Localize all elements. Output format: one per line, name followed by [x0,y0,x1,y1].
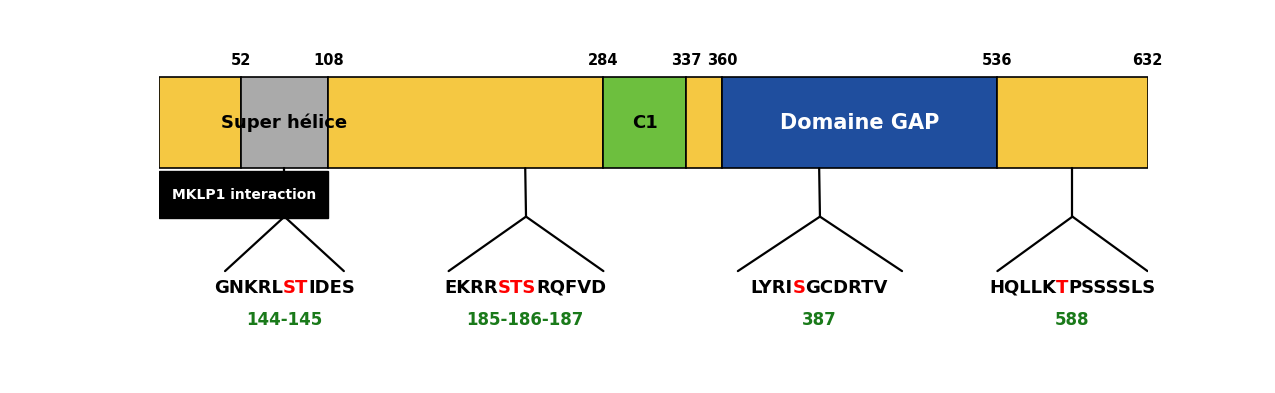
Text: GNKRL: GNKRL [214,279,283,297]
Text: 284: 284 [588,53,618,68]
Text: MKLP1 interaction: MKLP1 interaction [172,188,316,202]
Bar [686,77,722,168]
Text: LYRI: LYRI [751,279,793,297]
Text: STS: STS [497,279,537,297]
Text: 52: 52 [231,53,251,68]
Text: EKRR: EKRR [444,279,497,297]
Bar [328,77,603,168]
Text: PSSSSLS: PSSSSLS [1068,279,1155,297]
Bar [159,171,328,218]
Text: 632: 632 [1132,53,1163,68]
Text: HQLLK: HQLLK [989,279,1056,297]
Bar [722,77,997,168]
Text: S: S [793,279,806,297]
Text: 387: 387 [802,310,836,329]
Text: 144-145: 144-145 [246,310,323,329]
Text: ST: ST [283,279,309,297]
Text: C1: C1 [632,114,658,132]
Text: 185-186-187: 185-186-187 [467,310,584,329]
Bar [997,77,1148,168]
Text: Domaine GAP: Domaine GAP [780,113,940,133]
Bar [603,77,686,168]
Text: 360: 360 [706,53,737,68]
Text: Super hélice: Super hélice [222,114,348,132]
Text: T: T [1056,279,1068,297]
Text: 588: 588 [1056,310,1090,329]
Text: 337: 337 [671,53,701,68]
Text: 536: 536 [982,53,1012,68]
Text: GCDRTV: GCDRTV [806,279,887,297]
Text: 108: 108 [312,53,343,68]
Text: RQFVD: RQFVD [537,279,607,297]
Text: IDES: IDES [309,279,354,297]
Bar [241,77,328,168]
Bar [159,77,241,168]
